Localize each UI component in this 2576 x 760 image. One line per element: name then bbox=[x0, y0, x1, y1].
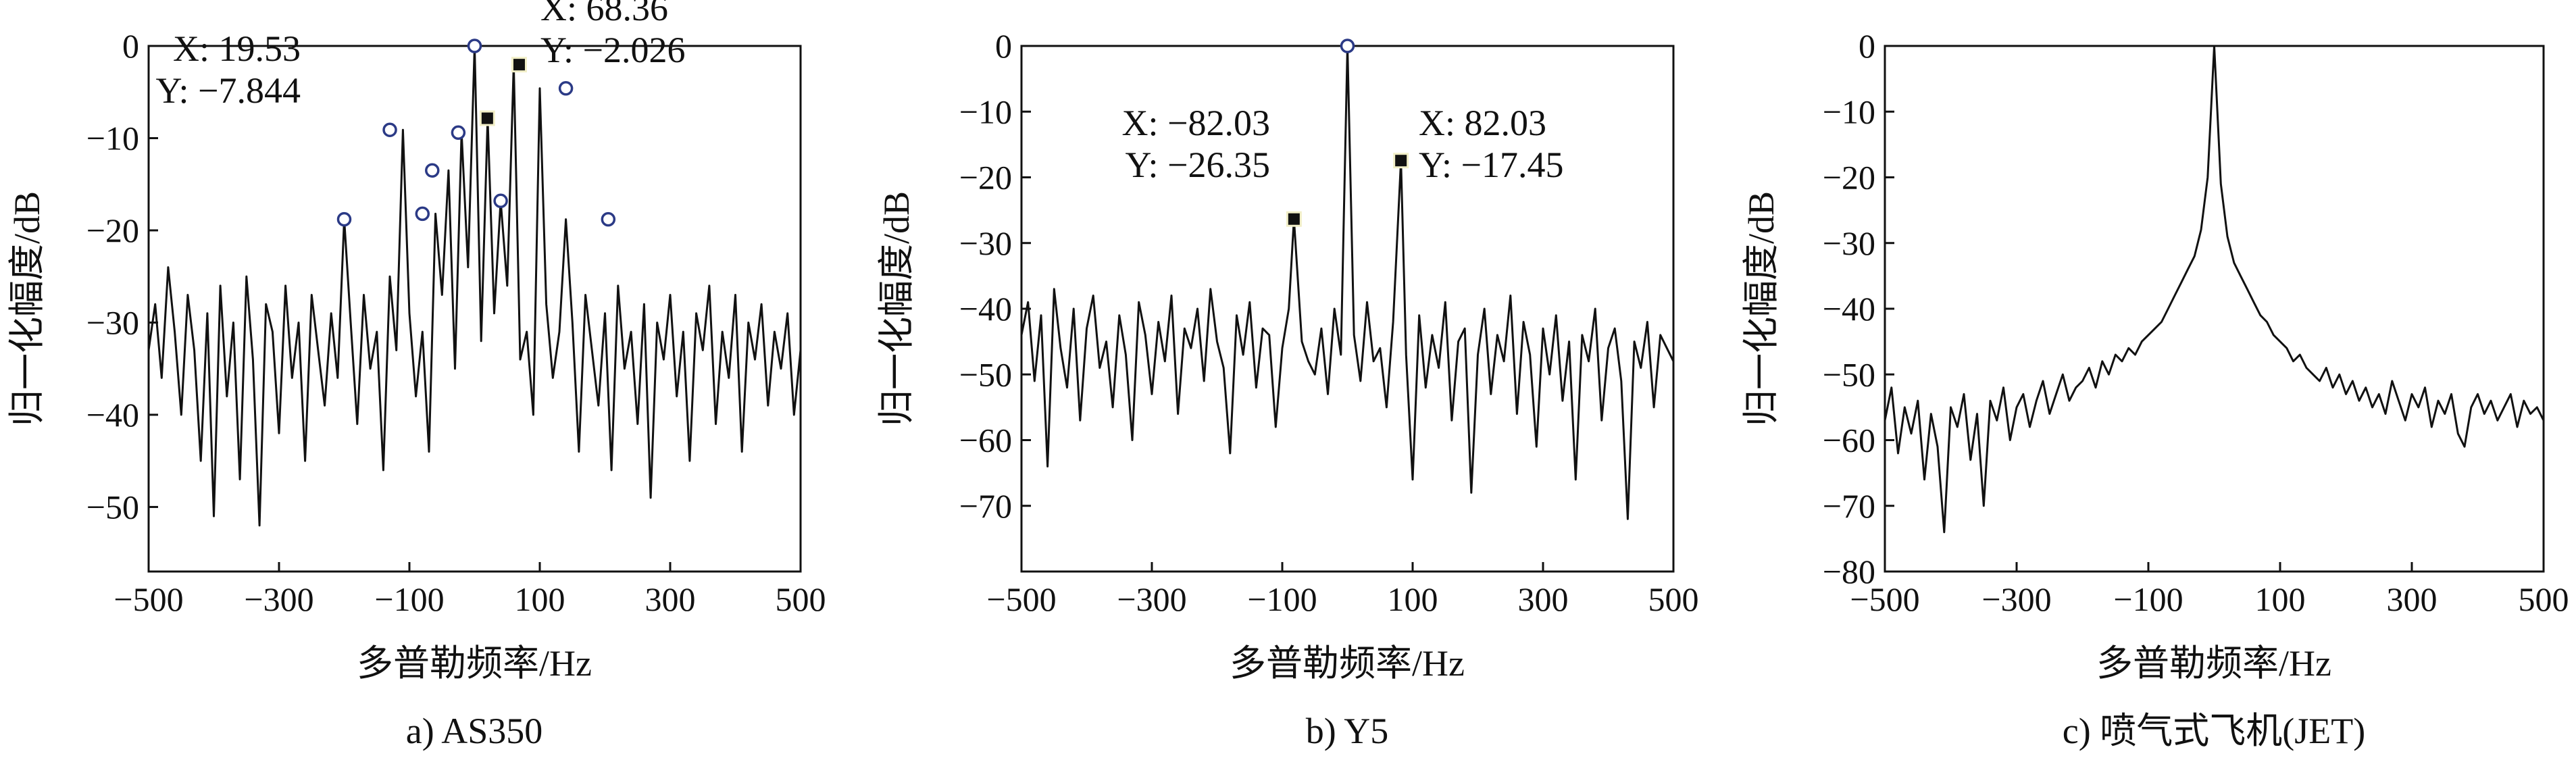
axes-layer-b: −500 −300 −100 100 300 500 0 −10 −20 −30 −40 −50 −60… bbox=[959, 27, 1699, 618]
y-tick-label: −10 bbox=[959, 93, 1012, 130]
square-marker bbox=[479, 110, 495, 126]
x-tick-label: −500 bbox=[986, 580, 1056, 618]
x-tick-label: 300 bbox=[1518, 580, 1569, 618]
circle-marker bbox=[425, 163, 440, 178]
data-layer-b bbox=[1020, 39, 1675, 520]
y-axis-title-b: 归一化幅度/dB bbox=[876, 191, 917, 426]
x-tick-label: 100 bbox=[2255, 580, 2306, 618]
annotation-x-label: X: 82.03 bbox=[1419, 103, 1546, 143]
annotation-x-label: X: 68.36 bbox=[540, 0, 668, 28]
circle-marker bbox=[467, 39, 482, 53]
data-layer-a bbox=[147, 39, 802, 527]
y-tick-label: −80 bbox=[1823, 553, 1875, 590]
square-marker bbox=[1286, 211, 1302, 227]
circle-marker bbox=[1340, 39, 1355, 53]
y-tick-label: −10 bbox=[1823, 93, 1875, 130]
ann-layer-b: X: −82.03Y: −26.35 X: 82.03Y: −17.45 bbox=[1122, 103, 1564, 185]
y-tick-label: −40 bbox=[959, 290, 1012, 328]
axes-layer-a: −500 −300 −100 100 300 500 0 −10 −20 −30 −40 −50 bbox=[86, 27, 826, 618]
x-tick-label: −100 bbox=[374, 580, 444, 618]
caption-a: a) AS350 bbox=[406, 711, 543, 751]
y-tick-label: −20 bbox=[1823, 159, 1875, 197]
y-tick-label: −50 bbox=[1823, 355, 1875, 393]
x-tick-label: 300 bbox=[645, 580, 696, 618]
annotation-x-label: X: 19.53 bbox=[173, 28, 301, 69]
x-axis-title-a: 多普勒频率/Hz bbox=[357, 643, 592, 684]
circle-marker bbox=[451, 125, 466, 141]
x-tick-label: −500 bbox=[113, 580, 183, 618]
y-tick-label: −30 bbox=[959, 224, 1012, 262]
caption-c: c) 喷气式飞机(JET) bbox=[2063, 711, 2365, 751]
y-tick-label: −70 bbox=[959, 487, 1012, 525]
series-line bbox=[1884, 45, 2545, 534]
annotation-y-label: Y: −26.35 bbox=[1126, 145, 1271, 185]
x-tick-label: −100 bbox=[1247, 580, 1317, 618]
circle-marker bbox=[336, 211, 352, 227]
y-tick-label: −40 bbox=[1823, 290, 1875, 328]
square-marker bbox=[1393, 153, 1409, 169]
x-tick-label: −300 bbox=[244, 580, 313, 618]
x-tick-label: −100 bbox=[2113, 580, 2183, 618]
x-tick-label: −500 bbox=[1850, 580, 1919, 618]
plot-frame-b bbox=[1020, 45, 1675, 573]
y-tick-label: −20 bbox=[86, 211, 139, 249]
annotation-y-label: Y: −2.026 bbox=[540, 30, 686, 70]
square-marker bbox=[511, 57, 527, 73]
circle-marker bbox=[415, 206, 430, 222]
y-tick-label: 0 bbox=[1859, 27, 1875, 65]
y-tick-label: −60 bbox=[1823, 422, 1875, 459]
x-axis-title-b: 多普勒频率/Hz bbox=[1230, 643, 1465, 684]
panel-b: −500 −300 −100 100 300 500 0 −10 −20 −30 −40 −50 −60… bbox=[876, 27, 1699, 751]
y-tick-label: −30 bbox=[1823, 224, 1875, 262]
y-tick-label: −30 bbox=[86, 303, 139, 341]
y-tick-label: −20 bbox=[959, 159, 1012, 197]
x-axis-title-c: 多普勒频率/Hz bbox=[2096, 643, 2331, 684]
y-tick-label: −60 bbox=[959, 422, 1012, 459]
ann-layer-a: X: 19.53Y: −7.844 X: 68.36Y: −2.026 bbox=[156, 0, 686, 111]
x-tick-label: 500 bbox=[1648, 580, 1699, 618]
y-tick-label: −50 bbox=[959, 355, 1012, 393]
annotation-x-label: X: −82.03 bbox=[1122, 103, 1270, 143]
panel-a: −500 −300 −100 100 300 500 0 −10 −20 −30 −40 −50 X:… bbox=[7, 0, 826, 751]
series-line bbox=[1020, 45, 1675, 520]
caption-b: b) Y5 bbox=[1306, 711, 1388, 751]
x-tick-label: 100 bbox=[515, 580, 565, 618]
annotation-y-label: Y: −7.844 bbox=[156, 70, 301, 111]
circle-marker bbox=[493, 193, 508, 209]
y-tick-label: −40 bbox=[86, 396, 139, 434]
data-layer-c bbox=[1884, 45, 2545, 534]
x-tick-label: −300 bbox=[1981, 580, 2051, 618]
x-tick-label: 500 bbox=[776, 580, 826, 618]
x-tick-label: 300 bbox=[2387, 580, 2438, 618]
circle-marker bbox=[382, 122, 397, 137]
panel-c: −500 −300 −100 100 300 500 0 −10 −20 −30 −40 −50 −60… bbox=[1741, 27, 2569, 751]
y-axis-title-c: 归一化幅度/dB bbox=[1741, 191, 1782, 426]
y-axis-title-a: 归一化幅度/dB bbox=[7, 191, 47, 426]
axes-layer-c: −500 −300 −100 100 300 500 0 −10 −20 −30 −40 −50 −60… bbox=[1823, 27, 2569, 618]
circle-marker bbox=[601, 211, 616, 227]
circle-marker bbox=[558, 81, 574, 96]
y-tick-label: 0 bbox=[122, 27, 139, 65]
x-tick-label: 100 bbox=[1388, 580, 1438, 618]
x-tick-label: 500 bbox=[2519, 580, 2569, 618]
annotation-y-label: Y: −17.45 bbox=[1419, 145, 1564, 185]
y-tick-label: 0 bbox=[995, 27, 1012, 65]
y-tick-label: −10 bbox=[86, 119, 139, 157]
series-line bbox=[147, 45, 802, 527]
y-tick-label: −50 bbox=[86, 488, 139, 526]
x-tick-label: −300 bbox=[1117, 580, 1186, 618]
y-tick-label: −70 bbox=[1823, 487, 1875, 525]
